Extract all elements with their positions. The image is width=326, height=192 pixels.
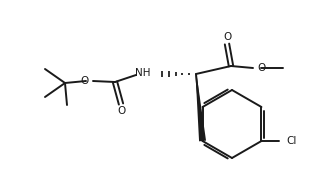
Text: NH: NH	[135, 68, 151, 78]
Text: O: O	[81, 76, 89, 86]
Polygon shape	[196, 74, 206, 141]
Text: O: O	[117, 106, 125, 116]
Text: O: O	[257, 63, 265, 73]
Text: O: O	[223, 32, 231, 42]
Text: Cl: Cl	[287, 136, 297, 146]
